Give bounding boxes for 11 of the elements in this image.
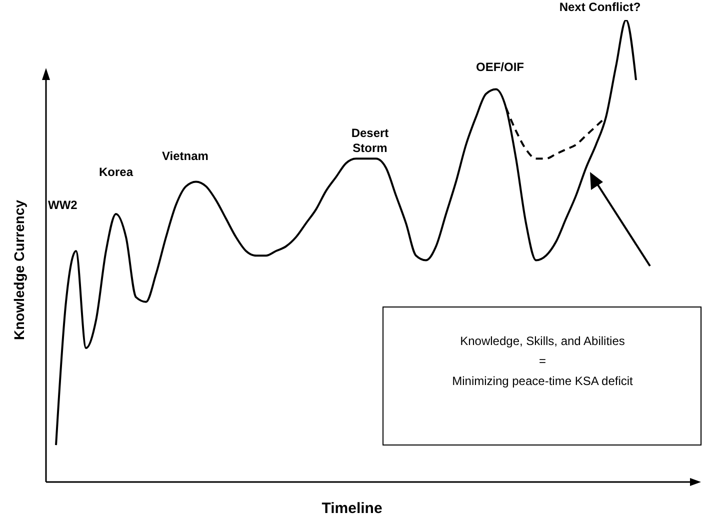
annotation: OEF/OIF (475, 60, 525, 75)
annotation: Desert Storm (350, 126, 390, 156)
annotation: = (538, 354, 547, 369)
text: Next Conflict? (558, 0, 642, 15)
x-axis-title: Timeline (322, 500, 382, 517)
annotation: Minimizing peace-time KSA deficit (451, 374, 634, 389)
y-axis-title: Knowledge Currency (11, 200, 27, 340)
annotation: Knowledge, Skills, and Abilities (459, 334, 626, 349)
annotation: Korea (99, 165, 134, 180)
annotation: WW2 (48, 198, 78, 213)
annotation: Vietnam (162, 149, 210, 164)
